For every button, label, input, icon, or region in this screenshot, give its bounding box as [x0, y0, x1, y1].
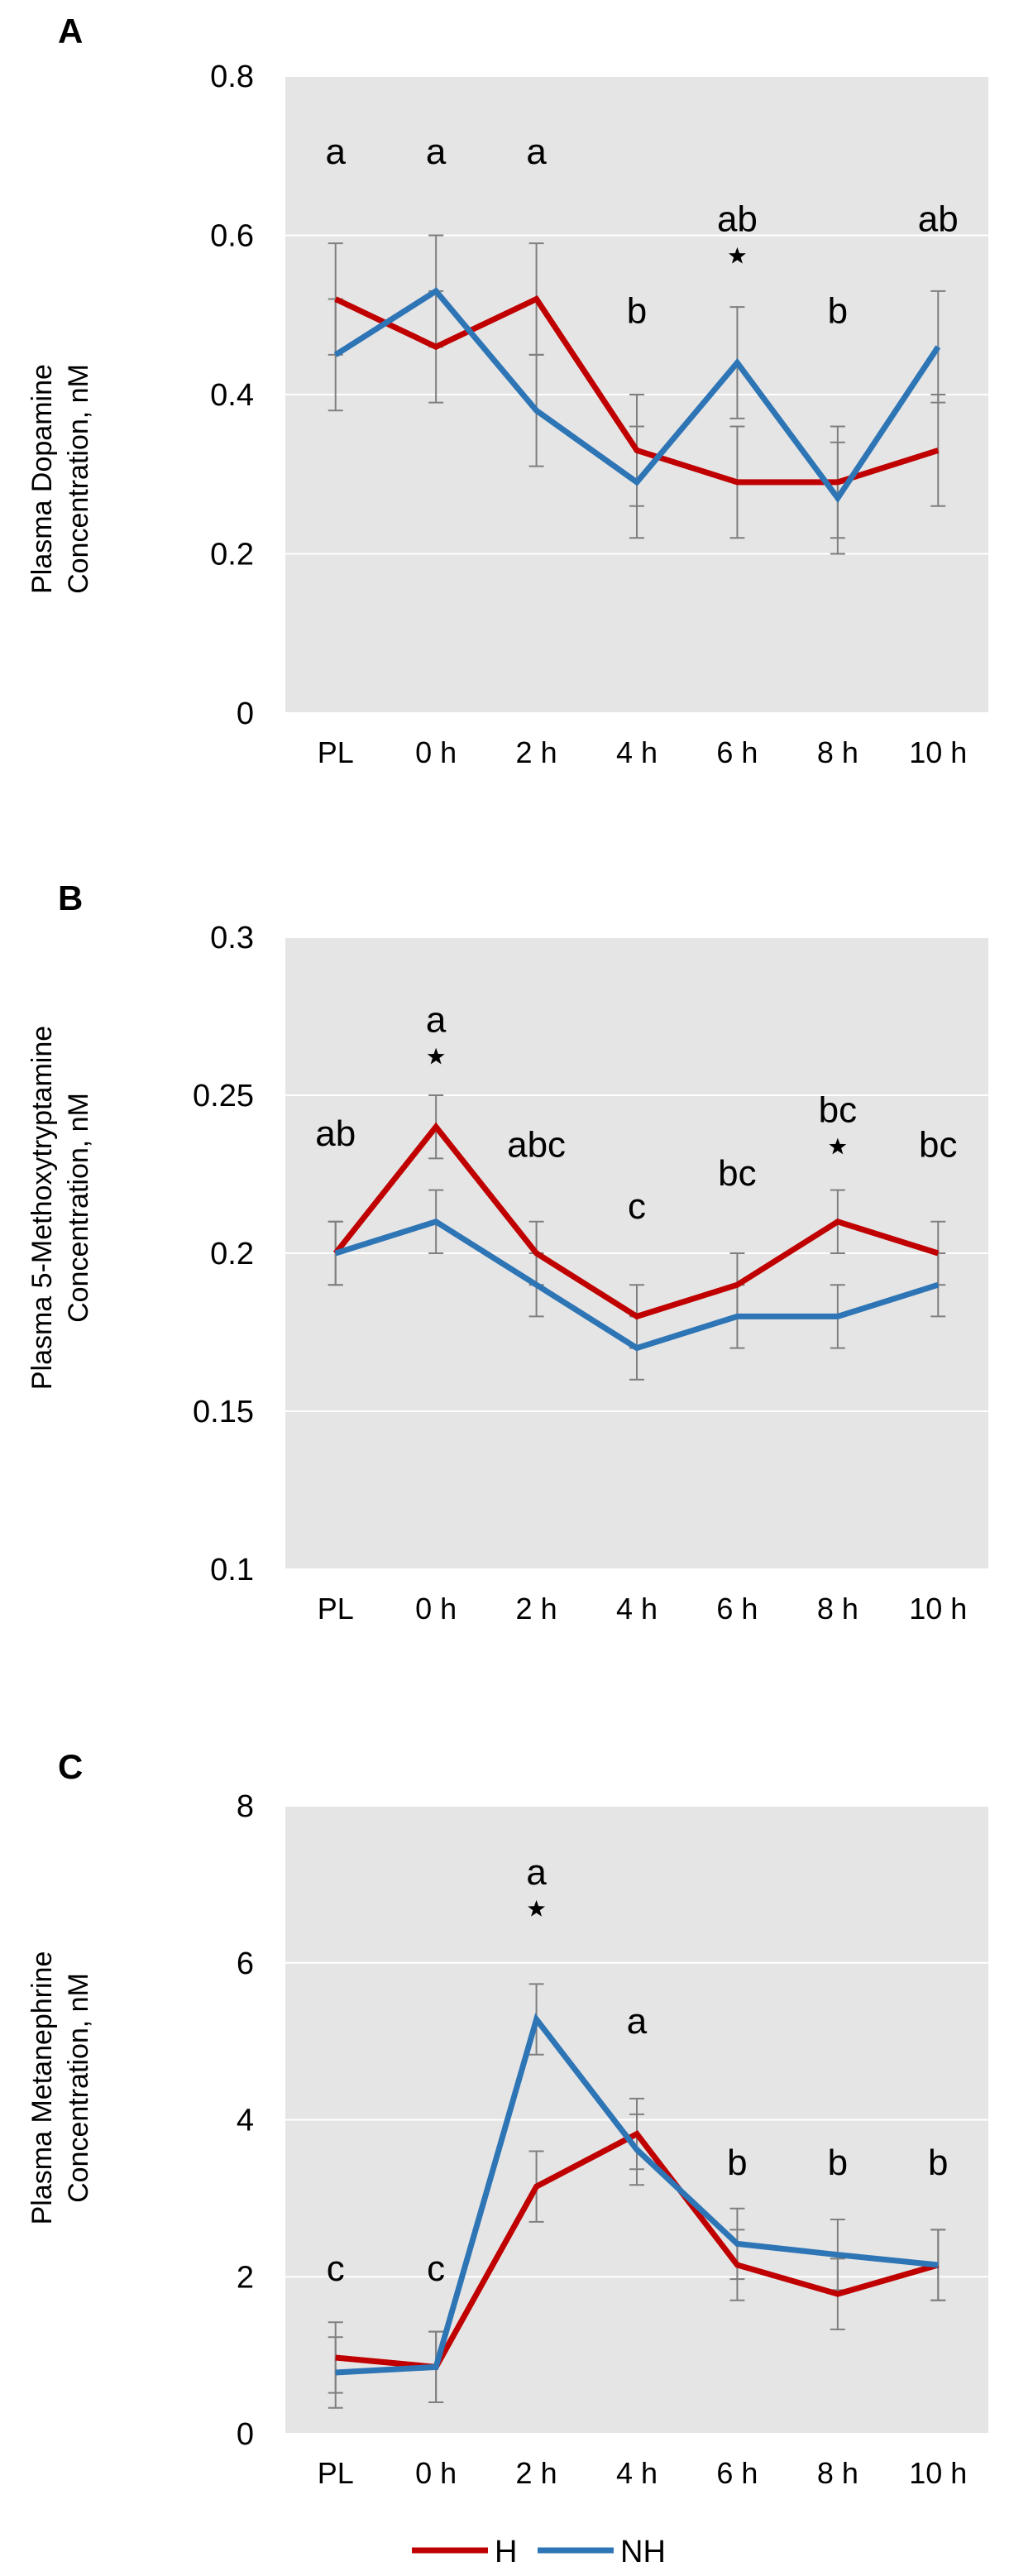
- y-axis-title-c-line1: Plasma Metanephrine: [26, 1951, 58, 2225]
- panel-b: B Plasma 5-Methoxytryptamine Concentrati…: [26, 879, 988, 1626]
- y-tick-label-c-3: 6: [237, 1946, 254, 1981]
- panel-a: A Plasma Dopamine Concentration, nM 0 0.2…: [26, 12, 988, 769]
- annotation-letter-a-6: ab: [918, 199, 959, 240]
- error-bar-a-nh-6: [930, 290, 946, 404]
- legend-label-h: H: [495, 2535, 517, 2569]
- annotation-letter-b-2: abc: [507, 1124, 566, 1165]
- x-tick-label-a-2: 2 h: [516, 735, 557, 769]
- y-tick-label-b-1: 0.15: [193, 1395, 254, 1429]
- x-tick-label-b-0: PL: [318, 1592, 354, 1626]
- y-tick-label-a-1: 0.2: [210, 538, 254, 572]
- y-tick-label-b-2: 0.2: [210, 1237, 254, 1271]
- y-axis-title-a-line2: Concentration, nM: [63, 364, 94, 594]
- x-tick-label-a-4: 6 h: [716, 735, 758, 769]
- panel-c: C Plasma Metanephrine Concentration, nM …: [26, 1747, 988, 2490]
- x-tick-label-a-6: 10 h: [909, 735, 967, 769]
- legend-label-nh: NH: [620, 2535, 666, 2569]
- annotation-letter-c-4: b: [727, 2143, 747, 2183]
- y-axis-title-a: Plasma Dopamine Concentration, nM: [26, 364, 94, 594]
- significance-star-a-4: [728, 247, 746, 264]
- series-line-c-nh: [335, 2013, 939, 2376]
- annotation-letter-c-6: b: [928, 2143, 948, 2183]
- annotation-letter-b-6: bc: [919, 1124, 957, 1165]
- y-tick-label-a-2: 0.4: [210, 378, 254, 413]
- x-tick-label-c-3: 4 h: [616, 2456, 658, 2490]
- x-tick-label-a-3: 4 h: [616, 735, 658, 769]
- annotation-letter-a-2: a: [526, 132, 547, 172]
- y-axis-title-c-line2: Concentration, nM: [63, 1973, 94, 2203]
- y-axis-title-b-line2: Concentration, nM: [63, 1093, 94, 1323]
- y-tick-label-a-4: 0.8: [210, 60, 254, 94]
- series-line-b-nh: [334, 1218, 940, 1352]
- panel-label-a: A: [58, 12, 83, 50]
- y-axis-title-b: Plasma 5-Methoxytryptamine Concentration…: [26, 1026, 94, 1390]
- legend: H NH: [412, 2535, 666, 2569]
- y-tick-label-a-0: 0: [237, 697, 254, 731]
- annotation-letter-c-1: c: [427, 2248, 445, 2289]
- series-line-a-h: [334, 295, 940, 486]
- annotation-letter-a-1: a: [426, 132, 447, 172]
- annotation-letter-c-0: c: [327, 2248, 345, 2289]
- x-tick-label-a-0: PL: [318, 735, 354, 769]
- x-tick-label-a-1: 0 h: [415, 735, 457, 769]
- series-line-b-h: [332, 1122, 940, 1320]
- annotation-letter-a-3: b: [627, 290, 647, 331]
- x-tick-label-c-6: 10 h: [909, 2456, 967, 2490]
- y-tick-label-b-4: 0.3: [210, 921, 254, 955]
- significance-star-b-1: [427, 1047, 445, 1065]
- y-tick-label-a-3: 0.6: [210, 219, 254, 254]
- x-tick-label-b-2: 2 h: [516, 1592, 557, 1626]
- annotation-letter-c-5: b: [828, 2143, 848, 2183]
- significance-star-c-2: [528, 1899, 546, 1917]
- significance-star-b-5: [829, 1137, 847, 1155]
- annotation-letter-c-3: a: [627, 2001, 648, 2042]
- x-tick-label-c-4: 6 h: [716, 2456, 758, 2490]
- y-tick-label-b-0: 0.1: [210, 1553, 254, 1587]
- y-tick-label-c-4: 8: [237, 1789, 254, 1824]
- annotation-letter-b-0: ab: [315, 1113, 356, 1154]
- annotation-letter-b-5: bc: [819, 1089, 857, 1130]
- annotation-letter-a-4: ab: [717, 199, 758, 240]
- x-tick-label-a-5: 8 h: [817, 735, 858, 769]
- y-tick-label-c-1: 2: [237, 2260, 254, 2295]
- y-axis-title-b-line1: Plasma 5-Methoxytryptamine: [26, 1026, 58, 1390]
- x-tick-label-b-1: 0 h: [415, 1592, 457, 1626]
- panel-label-b: B: [58, 879, 83, 917]
- y-tick-label-c-0: 0: [237, 2417, 254, 2452]
- x-tick-label-c-0: PL: [318, 2456, 354, 2490]
- x-tick-label-b-4: 6 h: [716, 1592, 758, 1626]
- x-tick-label-b-3: 4 h: [616, 1592, 658, 1626]
- x-tick-label-b-5: 8 h: [817, 1592, 858, 1626]
- annotation-letter-b-1: a: [426, 1000, 447, 1041]
- y-axis-title-c: Plasma Metanephrine Concentration, nM: [26, 1951, 94, 2225]
- annotation-letter-b-4: bc: [718, 1153, 756, 1194]
- y-tick-label-b-3: 0.25: [193, 1079, 254, 1113]
- x-tick-label-c-2: 2 h: [516, 2456, 557, 2490]
- panel-label-c: C: [58, 1747, 83, 1786]
- annotation-letter-a-5: b: [828, 290, 848, 331]
- x-tick-label-c-5: 8 h: [817, 2456, 858, 2490]
- annotation-letter-c-2: a: [526, 1852, 547, 1893]
- x-tick-label-c-1: 0 h: [415, 2456, 457, 2490]
- series-line-a-nh: [333, 287, 941, 504]
- annotation-letter-b-3: c: [628, 1186, 646, 1227]
- y-tick-label-c-2: 4: [237, 2104, 254, 2138]
- y-axis-title-a-line1: Plasma Dopamine: [26, 364, 58, 594]
- x-tick-label-b-6: 10 h: [909, 1592, 967, 1626]
- annotation-letter-a-0: a: [325, 132, 346, 172]
